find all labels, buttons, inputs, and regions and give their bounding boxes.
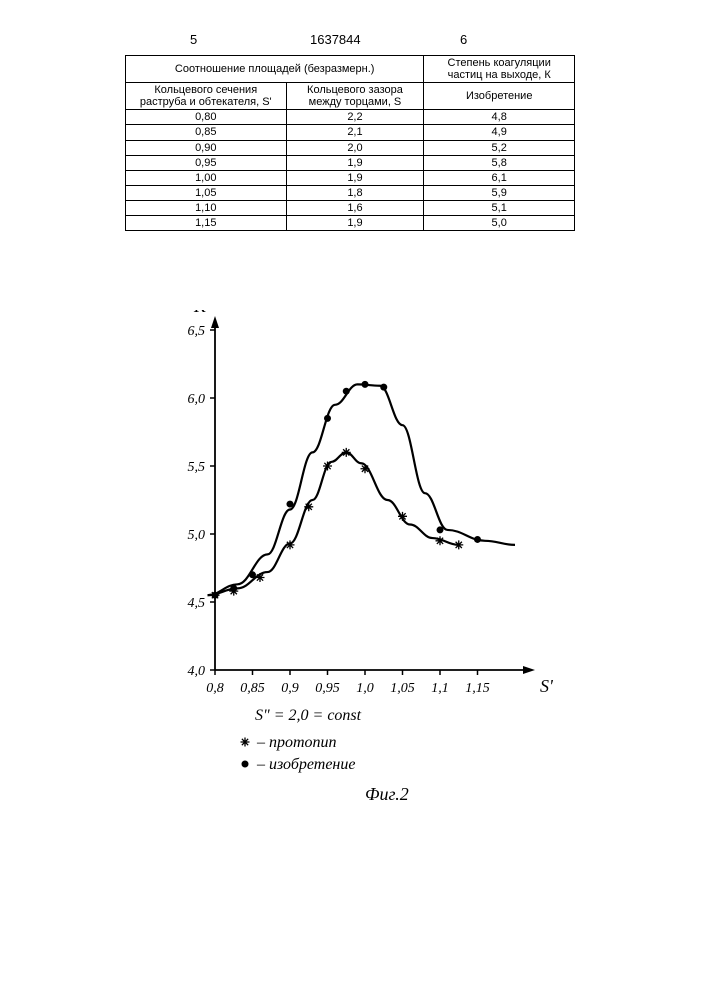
svg-text:6,0: 6,0 [188,392,206,407]
table-cell: 2,0 [286,140,424,155]
chart: 4,0 4,5 5,0 5,5 6,0 6,5 0,8 0,85 0,9 0,95 1,0 1,05 1… [160,310,560,910]
table-cell: 6,1 [424,170,575,185]
table-cell: 0,90 [126,140,287,155]
table-cell: 2,2 [286,110,424,125]
doc-number: 1637844 [310,32,361,47]
svg-text:– протопип: – протопип [256,734,337,751]
svg-text:0,85: 0,85 [240,681,265,696]
table-cell: 1,10 [126,200,287,215]
table-cell: 5,1 [424,200,575,215]
page-number-right: 6 [460,32,467,47]
table-col3-header: Изобретение [424,83,575,110]
svg-text:4,5: 4,5 [188,596,206,611]
table-row: 0,951,95,8 [126,155,575,170]
svg-text:0,8: 0,8 [206,681,224,696]
table-cell: 5,8 [424,155,575,170]
table-cell: 1,9 [286,216,424,231]
table-cell: 1,00 [126,170,287,185]
table-row: 1,001,96,1 [126,170,575,185]
svg-text:– изобретение: – изобретение [256,756,355,773]
svg-text:0,9: 0,9 [281,681,299,696]
table-col2-header: Кольцевого зазора между торцами, S [286,83,424,110]
svg-text:S" = 2,0 = const: S" = 2,0 = const [255,707,362,724]
table-cell: 0,95 [126,155,287,170]
table-header-group2: Степень коагуляции частиц на выходе, К [424,56,575,83]
table-header-group1: Соотношение площадей (безразмерн.) [126,56,424,83]
table-cell: 4,9 [424,125,575,140]
table-cell: 2,1 [286,125,424,140]
svg-text:6,5: 6,5 [188,324,206,339]
table-cell: 1,9 [286,155,424,170]
svg-text:K: K [193,310,207,316]
table-cell: 0,80 [126,110,287,125]
svg-text:Фиг.2: Фиг.2 [365,784,409,804]
table-cell: 4,8 [424,110,575,125]
svg-text:1,1: 1,1 [431,681,449,696]
svg-text:S': S' [540,676,554,696]
table-cell: 5,0 [424,216,575,231]
table-row: 1,101,65,1 [126,200,575,215]
table-cell: 0,85 [126,125,287,140]
table-cell: 1,05 [126,185,287,200]
chart-svg: 4,0 4,5 5,0 5,5 6,0 6,5 0,8 0,85 0,9 0,95 1,0 1,05 1… [160,310,560,910]
table-row: 1,151,95,0 [126,216,575,231]
svg-text:1,0: 1,0 [356,681,374,696]
svg-text:1,15: 1,15 [465,681,490,696]
table-row: 0,852,14,9 [126,125,575,140]
table-body: 0,802,24,80,852,14,90,902,05,20,951,95,8… [126,110,575,231]
svg-text:5,0: 5,0 [188,528,206,543]
svg-text:1,05: 1,05 [390,681,415,696]
svg-text:5,5: 5,5 [188,460,206,475]
page-number-left: 5 [190,32,197,47]
table-cell: 1,8 [286,185,424,200]
data-table: Соотношение площадей (безразмерн.) Степе… [125,55,575,231]
table-cell: 1,15 [126,216,287,231]
table-cell: 5,9 [424,185,575,200]
table-cell: 5,2 [424,140,575,155]
table-row: 0,902,05,2 [126,140,575,155]
table-row: 1,051,85,9 [126,185,575,200]
svg-text:4,0: 4,0 [188,664,206,679]
svg-text:0,95: 0,95 [315,681,340,696]
table-col1-header: Кольцевого сечения раструба и обтекателя… [126,83,287,110]
table-cell: 1,9 [286,170,424,185]
table-row: 0,802,24,8 [126,110,575,125]
table-cell: 1,6 [286,200,424,215]
